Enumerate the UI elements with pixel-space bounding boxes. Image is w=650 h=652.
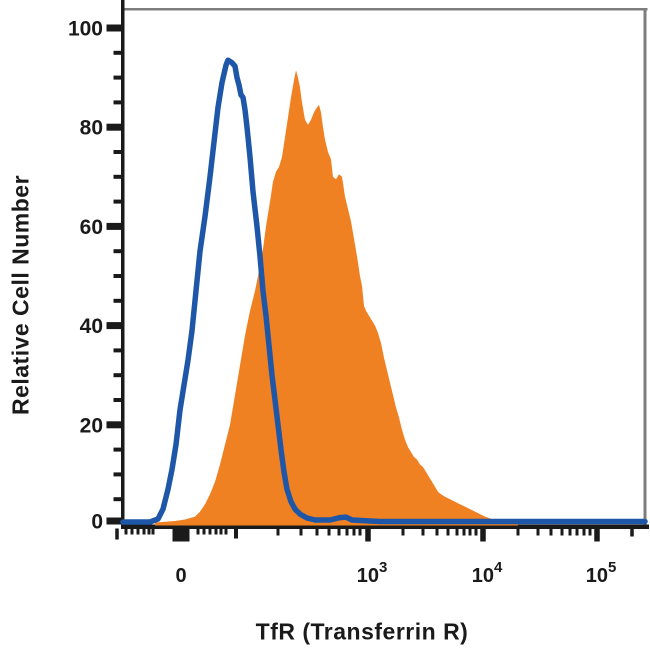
x-tick-label: 103	[357, 559, 388, 587]
orange-filled-histogram	[155, 70, 518, 526]
plot-frame	[123, 8, 648, 527]
x-tick-label: 0	[175, 565, 186, 587]
x-tick-label: 105	[586, 559, 617, 587]
y-tick-label: 100	[68, 18, 103, 41]
axes	[121, 0, 649, 529]
y-axis-ticks: 0 20 40 60 80 100	[68, 18, 123, 534]
y-tick-label: 0	[91, 511, 103, 534]
y-tick-label: 60	[80, 216, 103, 239]
blue-open-histogram	[120, 57, 648, 525]
y-axis-title: Relative Cell Number	[7, 174, 34, 416]
x-axis-title: TfR (Transferrin R)	[255, 618, 469, 645]
x-tick-label: 104	[472, 559, 503, 587]
y-tick-label: 20	[80, 414, 103, 437]
x-axis-ticks: 0 103 104 105	[115, 528, 634, 587]
y-tick-label: 80	[80, 117, 103, 140]
y-tick-label: 40	[80, 315, 103, 338]
